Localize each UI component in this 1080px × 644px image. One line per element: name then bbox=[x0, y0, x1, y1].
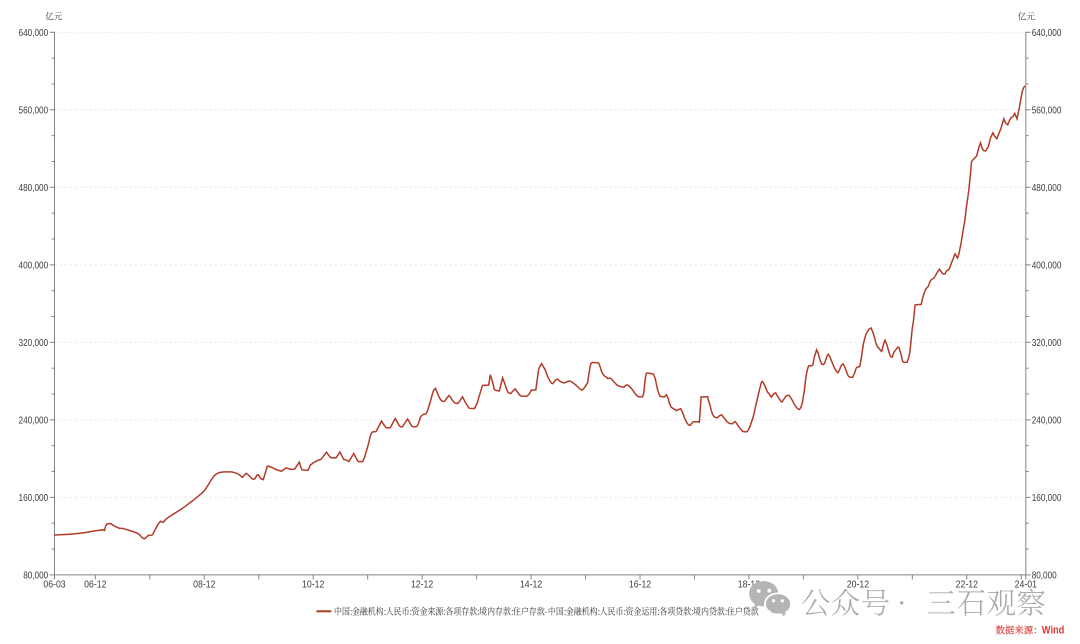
svg-text:240,000: 240,000 bbox=[19, 416, 49, 427]
svg-text:640,000: 640,000 bbox=[1032, 28, 1062, 39]
svg-text:06-12: 06-12 bbox=[84, 580, 107, 591]
svg-text:06-03: 06-03 bbox=[43, 580, 66, 591]
svg-text:22-12: 22-12 bbox=[956, 580, 979, 591]
svg-text:560,000: 560,000 bbox=[19, 105, 49, 116]
svg-text:240,000: 240,000 bbox=[1032, 416, 1062, 427]
svg-text:400,000: 400,000 bbox=[19, 260, 49, 271]
svg-text:08-12: 08-12 bbox=[193, 580, 216, 591]
svg-text:400,000: 400,000 bbox=[1032, 260, 1062, 271]
svg-text:80,000: 80,000 bbox=[23, 571, 48, 582]
svg-text:480,000: 480,000 bbox=[19, 183, 49, 194]
svg-text:640,000: 640,000 bbox=[19, 28, 49, 39]
svg-text:10-12: 10-12 bbox=[302, 580, 325, 591]
svg-text:160,000: 160,000 bbox=[1032, 493, 1062, 504]
svg-text:Wind: Wind bbox=[1042, 625, 1065, 637]
svg-text:12-12: 12-12 bbox=[411, 580, 434, 591]
svg-text:16-12: 16-12 bbox=[629, 580, 652, 591]
svg-text:560,000: 560,000 bbox=[1032, 105, 1062, 116]
svg-text:24-01: 24-01 bbox=[1015, 580, 1038, 591]
svg-text:320,000: 320,000 bbox=[1032, 338, 1062, 349]
svg-text:320,000: 320,000 bbox=[19, 338, 49, 349]
svg-text:480,000: 480,000 bbox=[1032, 183, 1062, 194]
svg-text:160,000: 160,000 bbox=[19, 493, 49, 504]
svg-text:80,000: 80,000 bbox=[1032, 571, 1057, 582]
svg-text:18-12: 18-12 bbox=[738, 580, 761, 591]
svg-text:14-12: 14-12 bbox=[520, 580, 543, 591]
svg-text:20-12: 20-12 bbox=[847, 580, 870, 591]
